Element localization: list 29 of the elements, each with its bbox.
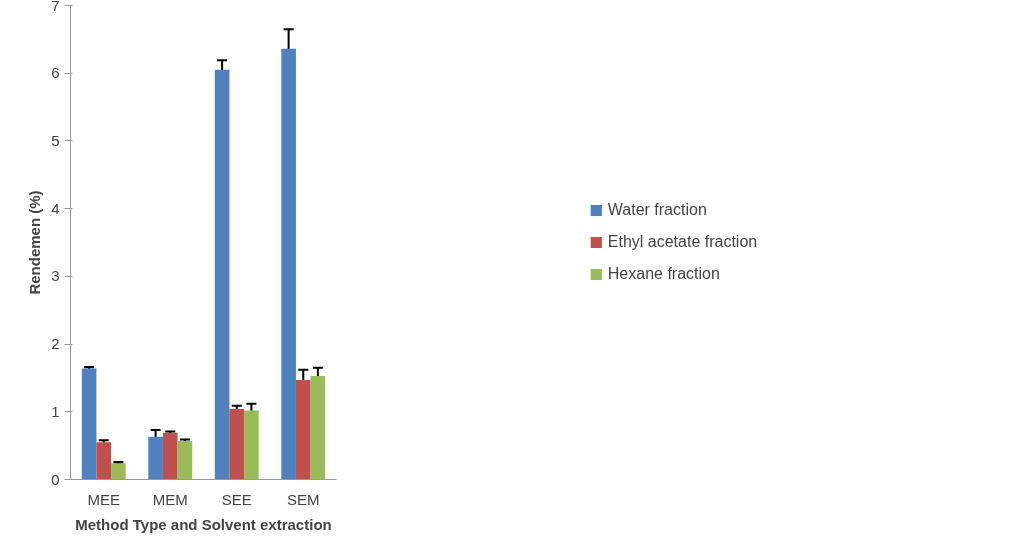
y-axis-title: Rendemen (%) [26, 190, 44, 295]
bar [162, 432, 178, 480]
bar [214, 69, 230, 480]
bar [148, 436, 163, 480]
bar [111, 463, 126, 480]
y-tick-label: 7 [51, 0, 60, 14]
legend-label: Hexane fraction [607, 265, 720, 283]
y-tick-label: 1 [51, 402, 60, 420]
legend-label: Ethyl acetate fraction [607, 233, 758, 251]
bar [229, 409, 245, 480]
bar [310, 375, 326, 480]
x-tick-label: SEE [221, 490, 252, 508]
x-axis-title: Method Type and Solvent extraction [75, 515, 332, 533]
x-tick-label: MEM [152, 490, 188, 508]
x-tick-label: SEM [287, 490, 320, 508]
x-tick-label: MEE [87, 490, 121, 508]
y-tick-label: 6 [51, 64, 60, 82]
legend-label: Water fraction [607, 201, 707, 219]
bar [177, 440, 193, 480]
y-tick-label: 4 [51, 199, 60, 217]
bar [96, 442, 112, 480]
y-tick-label: 2 [51, 335, 60, 353]
bar [295, 379, 311, 480]
y-tick-label: 5 [51, 131, 60, 149]
bar [244, 410, 259, 480]
bar [281, 48, 296, 480]
bar [81, 368, 97, 480]
y-tick-label: 3 [51, 267, 60, 285]
y-tick-label: 0 [51, 470, 60, 488]
